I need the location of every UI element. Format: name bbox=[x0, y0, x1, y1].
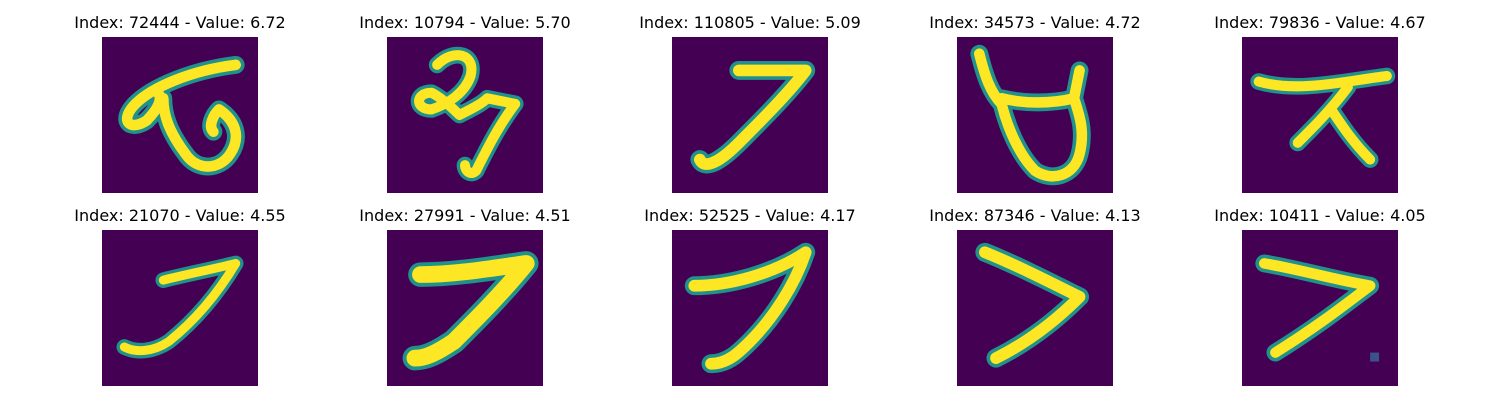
panel-title: Index: 79836 - Value: 4.67 bbox=[1190, 13, 1450, 32]
panel-title: Index: 10794 - Value: 5.70 bbox=[335, 13, 595, 32]
panel-title: Index: 27991 - Value: 4.51 bbox=[335, 206, 595, 225]
panel-title: Index: 34573 - Value: 4.72 bbox=[905, 13, 1165, 32]
digit-image bbox=[672, 230, 828, 386]
digit-image bbox=[102, 230, 258, 386]
digit-image bbox=[1242, 230, 1398, 386]
panel-title: Index: 52525 - Value: 4.17 bbox=[620, 206, 880, 225]
digit-image bbox=[1242, 37, 1398, 193]
digit-image bbox=[387, 230, 543, 386]
panel-title: Index: 72444 - Value: 6.72 bbox=[50, 13, 310, 32]
digit-image bbox=[957, 37, 1113, 193]
panel-title: Index: 87346 - Value: 4.13 bbox=[905, 206, 1165, 225]
digit-image bbox=[102, 37, 258, 193]
panel-title: Index: 10411 - Value: 4.05 bbox=[1190, 206, 1450, 225]
digit-image bbox=[387, 37, 543, 193]
digit-image bbox=[672, 37, 828, 193]
panel-title: Index: 110805 - Value: 5.09 bbox=[620, 13, 880, 32]
digit-image bbox=[957, 230, 1113, 386]
panel-title: Index: 21070 - Value: 4.55 bbox=[50, 206, 310, 225]
